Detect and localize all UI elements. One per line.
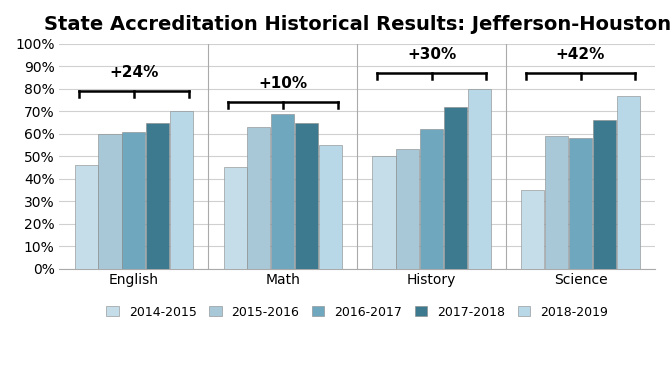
Text: +42%: +42% [556, 47, 605, 62]
Text: +30%: +30% [407, 47, 456, 62]
Text: +10%: +10% [258, 76, 308, 91]
Bar [521, 190, 545, 269]
Bar [271, 114, 294, 269]
Legend: 2014-2015, 2015-2016, 2016-2017, 2017-2018, 2018-2019: 2014-2015, 2015-2016, 2016-2017, 2017-20… [106, 305, 608, 319]
Title: State Accreditation Historical Results: Jefferson-Houston: State Accreditation Historical Results: … [44, 15, 670, 34]
Bar [122, 132, 145, 269]
Bar [319, 145, 342, 269]
Bar [468, 89, 491, 269]
Bar [545, 136, 568, 269]
Bar [74, 165, 98, 269]
Bar [373, 156, 395, 269]
Bar [420, 129, 443, 269]
Bar [295, 123, 318, 269]
Bar [98, 134, 121, 269]
Bar [170, 111, 193, 269]
Bar [224, 167, 247, 269]
Bar [247, 127, 271, 269]
Bar [569, 138, 592, 269]
Bar [146, 123, 170, 269]
Bar [444, 107, 467, 269]
Bar [616, 96, 640, 269]
Bar [593, 120, 616, 269]
Text: +24%: +24% [109, 65, 159, 80]
Bar [396, 149, 419, 269]
